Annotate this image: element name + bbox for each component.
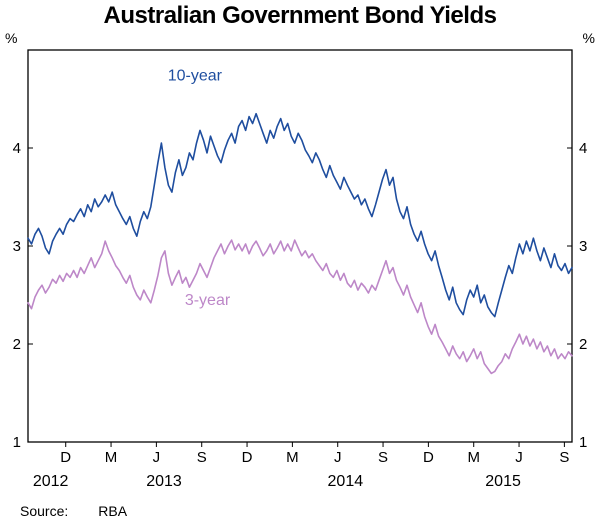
x-tick-label: S xyxy=(378,449,388,466)
series-line-10-year xyxy=(27,112,573,318)
x-tick-label: S xyxy=(197,449,207,466)
x-year-label: 2012 xyxy=(33,473,69,490)
y-axis-unit-left: % xyxy=(5,30,18,46)
x-tick-label: J xyxy=(334,449,342,466)
x-year-label: 2013 xyxy=(146,473,182,490)
plot-border xyxy=(27,49,573,443)
y-tick-label-right: 4 xyxy=(579,140,587,157)
source-value: RBA xyxy=(98,503,128,519)
x-tick-label: J xyxy=(515,449,523,466)
x-tick-label: M xyxy=(467,449,480,466)
chart-title: Australian Government Bond Yields xyxy=(103,2,497,29)
series-label-10-year: 10-year xyxy=(168,67,223,84)
source-label: Source: xyxy=(20,503,69,519)
y-tick-label-left: 3 xyxy=(13,238,21,255)
y-tick-label-left: 2 xyxy=(13,336,21,353)
y-tick-label-right: 3 xyxy=(579,238,587,255)
x-tick-label: D xyxy=(60,449,71,466)
y-axis-unit-right: % xyxy=(582,30,595,46)
x-year-label: 2015 xyxy=(485,473,521,490)
source-note: Source: RBA xyxy=(20,503,127,519)
x-tick-label: D xyxy=(423,449,434,466)
x-tick-label: M xyxy=(105,449,118,466)
x-tick-label: J xyxy=(153,449,161,466)
x-tick-label: D xyxy=(242,449,253,466)
y-tick-label-left: 1 xyxy=(13,434,21,451)
series-label-3-year: 3-year xyxy=(185,292,231,309)
y-tick-label-right: 2 xyxy=(579,336,587,353)
y-tick-label-left: 4 xyxy=(13,140,21,157)
x-tick-label: S xyxy=(559,449,569,466)
x-tick-label: M xyxy=(286,449,299,466)
y-tick-label-right: 1 xyxy=(579,434,587,451)
series-line-3-year xyxy=(27,239,573,375)
x-year-label: 2014 xyxy=(328,473,364,490)
